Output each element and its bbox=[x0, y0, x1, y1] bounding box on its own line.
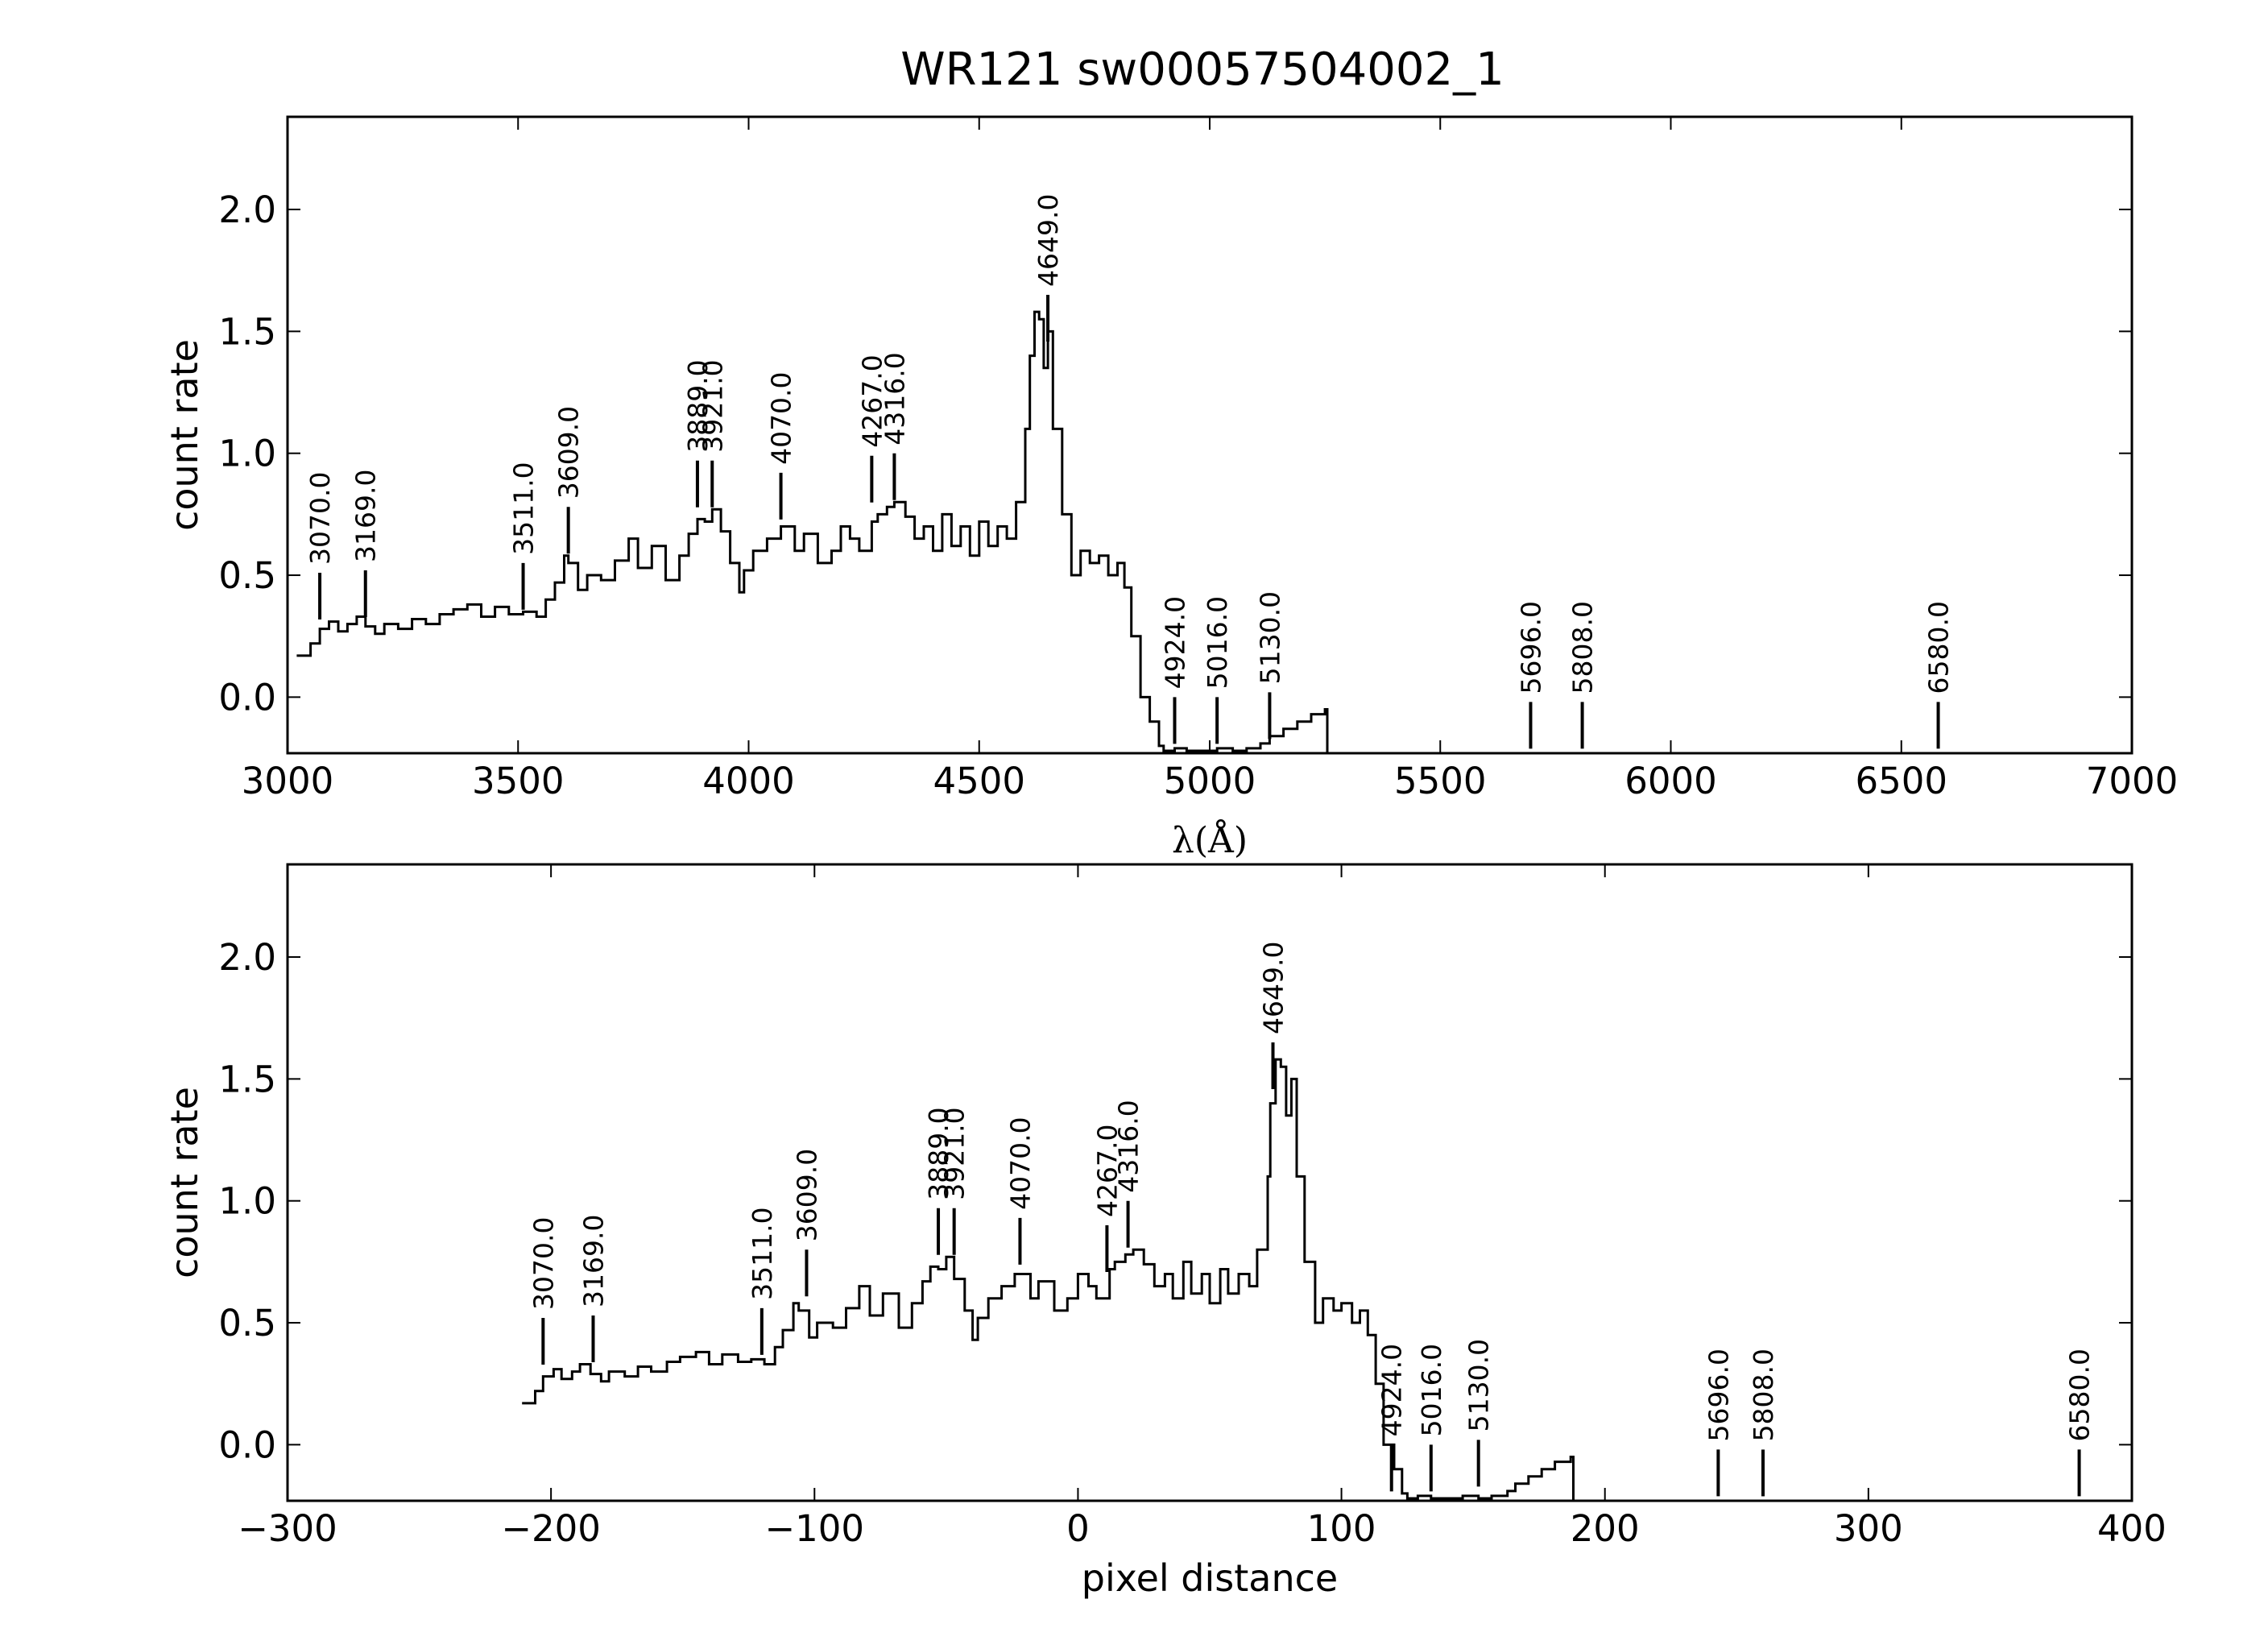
top-line-marker-label: 4924.0 bbox=[1159, 596, 1190, 689]
bottom-x-tick-label: 0 bbox=[1066, 1507, 1090, 1550]
top-line-marker-label: 4070.0 bbox=[766, 371, 797, 464]
bottom-y-tick-label: 1.5 bbox=[218, 1058, 276, 1100]
top-spectrum-line bbox=[296, 310, 1971, 755]
top-line-marker-label: 5808.0 bbox=[1567, 601, 1599, 694]
top-data bbox=[296, 310, 1971, 755]
bottom-x-tick-label: 300 bbox=[1834, 1507, 1903, 1550]
bottom-y-axis-label: count rate bbox=[163, 1087, 206, 1278]
bottom-plot-frame bbox=[286, 863, 2133, 1502]
top-y-tick-label: 2.0 bbox=[218, 189, 276, 231]
bottom-line-marker-label: 4649.0 bbox=[1258, 941, 1289, 1034]
bottom-x-tick-label: 100 bbox=[1307, 1507, 1376, 1550]
bottom-line-marker-label: 3609.0 bbox=[791, 1149, 822, 1241]
bottom-line-marker-label: 4924.0 bbox=[1376, 1344, 1408, 1436]
bottom-y-tick-label: 0.5 bbox=[218, 1302, 276, 1344]
bottom-line-marker-label: 4316.0 bbox=[1113, 1100, 1144, 1192]
top-y-tick-label: 1.5 bbox=[218, 310, 276, 353]
top-line-marker-label: 3169.0 bbox=[350, 470, 382, 562]
bottom-line-marker-label: 3889.0 bbox=[923, 1107, 954, 1199]
top-line-marker-label: 4649.0 bbox=[1033, 193, 1064, 286]
bottom-line-marker-label: 3169.0 bbox=[577, 1214, 609, 1307]
bottom-line-marker-label: 6580.0 bbox=[2064, 1349, 2096, 1441]
bottom-y-tick-label: 2.0 bbox=[218, 936, 276, 979]
top-x-tick-label: 4500 bbox=[933, 760, 1025, 802]
bottom-line-marker-label: 5130.0 bbox=[1463, 1339, 1495, 1431]
top-x-axis-label: λ(Å) bbox=[1172, 818, 1248, 861]
top-y-tick-label: 0.5 bbox=[218, 554, 276, 597]
top-x-tick-label: 5500 bbox=[1394, 760, 1487, 802]
bottom-ticks: −300 −200 −100 0 100 200 300 400 0.0 0.5 1.0 1.5 2.0 bbox=[218, 864, 2167, 1550]
bottom-x-tick-label: −100 bbox=[764, 1507, 864, 1550]
bottom-line-marker-label: 3921.0 bbox=[939, 1107, 971, 1199]
bottom-line-marker-label: 5696.0 bbox=[1703, 1349, 1734, 1441]
bottom-y-tick-label: 0.0 bbox=[218, 1423, 276, 1466]
bottom-line-marker-label: 5016.0 bbox=[1416, 1344, 1447, 1436]
top-x-tick-label: 5000 bbox=[1164, 760, 1256, 802]
bottom-x-axis-label: pixel distance bbox=[1082, 1556, 1338, 1600]
bottom-y-tick-label: 1.0 bbox=[218, 1180, 276, 1223]
top-line-marker-label: 3511.0 bbox=[508, 462, 540, 554]
figure-title: WR121 sw00057504002_1 bbox=[900, 44, 1504, 96]
top-line-marker-label: 6580.0 bbox=[1923, 601, 1955, 694]
top-x-tick-label: 3500 bbox=[472, 760, 565, 802]
bottom-x-tick-label: 200 bbox=[1571, 1507, 1640, 1550]
top-line-marker-label: 4316.0 bbox=[879, 352, 910, 445]
bottom-line-marker-label: 4267.0 bbox=[1091, 1125, 1123, 1217]
top-x-tick-label: 6500 bbox=[1855, 760, 1947, 802]
top-ticks: 3000 3500 4000 4500 5000 5500 6000 6500 7000 0.0 0… bbox=[218, 117, 2178, 802]
bottom-spectrum-line bbox=[522, 1058, 2106, 1502]
top-line-marker-label: 3921.0 bbox=[697, 359, 728, 452]
top-line-marker-label: 3609.0 bbox=[553, 406, 585, 499]
bottom-x-tick-label: −200 bbox=[501, 1507, 601, 1550]
bottom-x-tick-label: −300 bbox=[238, 1507, 337, 1550]
top-line-marker-label: 3070.0 bbox=[304, 472, 336, 565]
top-panel: 3000 3500 4000 4500 5000 5500 6000 6500 7000 0.0 0… bbox=[163, 115, 2178, 861]
top-y-axis-label: count rate bbox=[163, 339, 206, 531]
top-y-tick-label: 0.0 bbox=[218, 676, 276, 719]
top-x-tick-label: 7000 bbox=[2086, 760, 2179, 802]
top-x-tick-label: 4000 bbox=[702, 760, 795, 802]
top-y-tick-label: 1.0 bbox=[218, 433, 276, 475]
bottom-line-marker-label: 3070.0 bbox=[528, 1217, 559, 1310]
bottom-line-marker-label: 3511.0 bbox=[747, 1207, 778, 1299]
bottom-x-tick-label: 400 bbox=[2097, 1507, 2167, 1550]
top-line-marker-label: 5130.0 bbox=[1254, 591, 1285, 684]
top-x-tick-label: 6000 bbox=[1624, 760, 1717, 802]
bottom-line-marker-label: 5808.0 bbox=[1748, 1349, 1779, 1441]
top-line-marker-label: 4267.0 bbox=[856, 354, 888, 447]
top-line-marker-label: 3889.0 bbox=[682, 359, 714, 452]
top-x-tick-label: 3000 bbox=[242, 760, 334, 802]
top-line-marker-label: 5016.0 bbox=[1202, 596, 1233, 689]
bottom-line-marker-label: 4070.0 bbox=[1004, 1117, 1036, 1209]
bottom-data bbox=[522, 1058, 2106, 1502]
top-line-marker-label: 5696.0 bbox=[1515, 601, 1546, 694]
bottom-panel: −300 −200 −100 0 100 200 300 400 0.0 0.5 1.0 1.5 2.0… bbox=[163, 863, 2167, 1600]
